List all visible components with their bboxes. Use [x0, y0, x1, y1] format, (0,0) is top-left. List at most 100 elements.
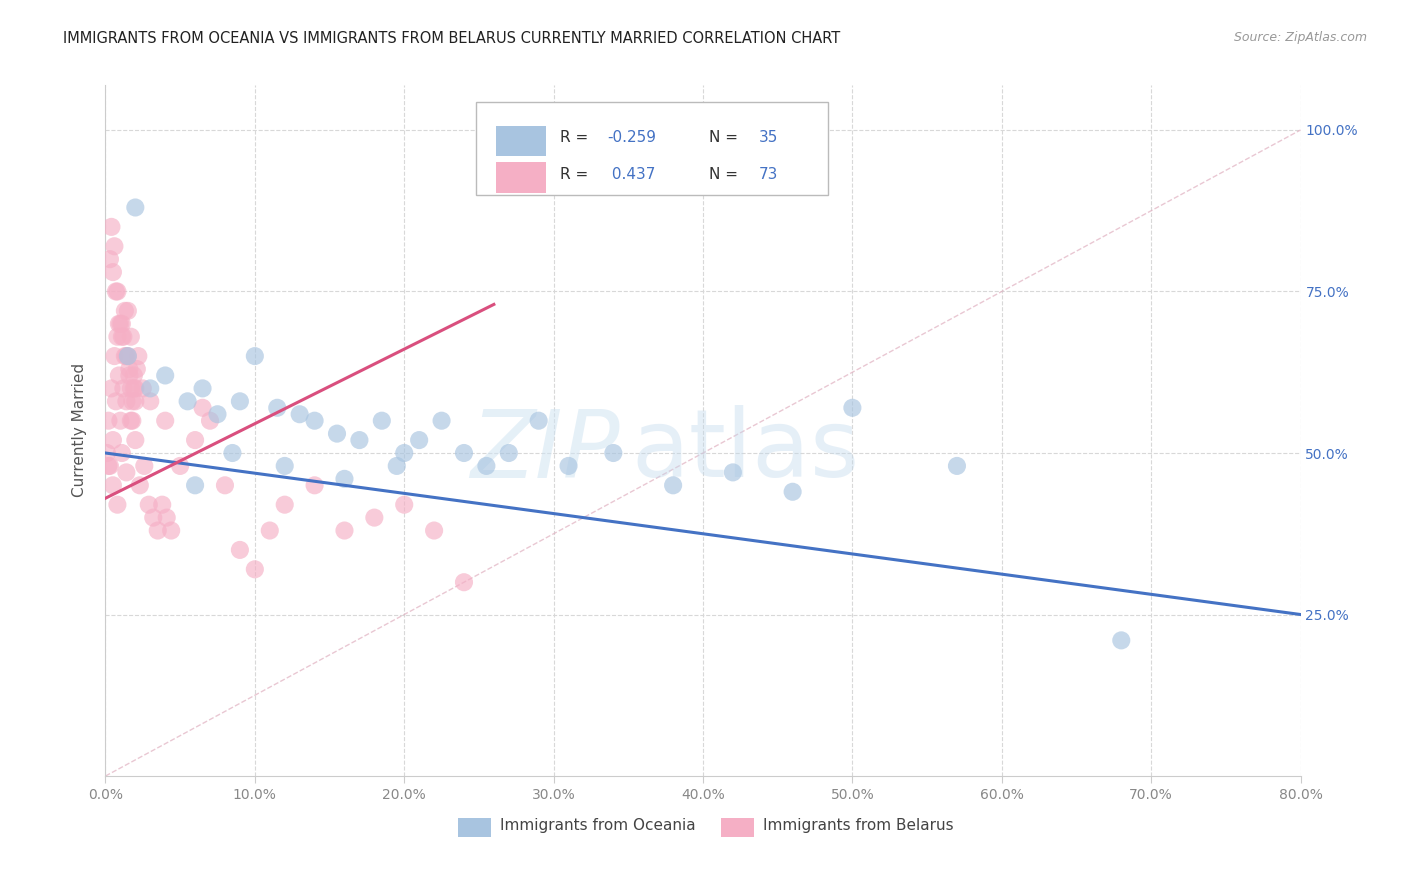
- Point: [117, 304, 139, 318]
- Point: [110, 414, 132, 428]
- FancyBboxPatch shape: [475, 102, 828, 195]
- Point: [122, 368, 145, 383]
- Point: [104, 285, 127, 299]
- Point: [385, 458, 408, 473]
- Y-axis label: Currently Married: Currently Married: [72, 363, 87, 498]
- Point: [103, 349, 125, 363]
- Point: [475, 458, 498, 473]
- Point: [453, 575, 475, 590]
- Bar: [496, 126, 547, 156]
- Point: [107, 498, 129, 512]
- Point: [117, 349, 139, 363]
- Point: [111, 329, 134, 343]
- Point: [176, 394, 198, 409]
- Point: [107, 329, 129, 343]
- Point: [160, 524, 183, 538]
- Point: [153, 368, 177, 383]
- Point: [100, 219, 122, 234]
- Point: [191, 401, 214, 415]
- Point: [115, 349, 138, 363]
- Point: [392, 446, 416, 460]
- Text: -0.259: -0.259: [607, 130, 657, 145]
- Point: [229, 394, 252, 409]
- Point: [111, 446, 134, 460]
- Point: [118, 362, 141, 376]
- Point: [304, 478, 326, 492]
- Point: [104, 394, 127, 409]
- Point: [782, 484, 804, 499]
- Point: [121, 414, 143, 428]
- Text: R =: R =: [560, 130, 588, 145]
- Point: [146, 524, 169, 538]
- Point: [392, 498, 416, 512]
- Point: [430, 414, 453, 428]
- Point: [115, 466, 138, 480]
- Point: [132, 381, 155, 395]
- Point: [117, 349, 139, 363]
- Point: [153, 414, 177, 428]
- Point: [98, 252, 121, 267]
- Point: [721, 466, 744, 480]
- Text: N =: N =: [709, 130, 738, 145]
- Point: [243, 349, 266, 363]
- Point: [118, 368, 141, 383]
- Point: [125, 362, 148, 376]
- Point: [333, 524, 356, 538]
- Point: [115, 394, 138, 409]
- Point: [333, 472, 356, 486]
- Point: [101, 433, 124, 447]
- Point: [198, 414, 221, 428]
- Point: [98, 458, 121, 473]
- Text: atlas: atlas: [631, 405, 859, 497]
- Point: [124, 381, 146, 395]
- Point: [273, 458, 295, 473]
- Point: [112, 329, 135, 343]
- Point: [124, 394, 146, 409]
- Point: [184, 478, 207, 492]
- Point: [662, 478, 685, 492]
- Point: [97, 458, 120, 473]
- Text: 35: 35: [759, 130, 779, 145]
- Point: [214, 478, 236, 492]
- Text: Source: ZipAtlas.com: Source: ZipAtlas.com: [1233, 31, 1367, 45]
- Point: [111, 317, 134, 331]
- Point: [326, 426, 349, 441]
- Point: [138, 498, 160, 512]
- Point: [259, 524, 281, 538]
- Point: [134, 458, 156, 473]
- Point: [1111, 633, 1133, 648]
- Point: [946, 458, 969, 473]
- Point: [184, 433, 207, 447]
- Point: [169, 458, 191, 473]
- Point: [142, 510, 165, 524]
- Point: [108, 317, 131, 331]
- Point: [107, 285, 129, 299]
- Point: [602, 446, 624, 460]
- Point: [408, 433, 430, 447]
- Bar: [458, 817, 492, 837]
- Point: [122, 381, 145, 395]
- Point: [371, 414, 394, 428]
- Text: IMMIGRANTS FROM OCEANIA VS IMMIGRANTS FROM BELARUS CURRENTLY MARRIED CORRELATION: IMMIGRANTS FROM OCEANIA VS IMMIGRANTS FR…: [63, 31, 841, 46]
- Point: [120, 381, 142, 395]
- Point: [124, 433, 146, 447]
- Text: Immigrants from Oceania: Immigrants from Oceania: [501, 818, 696, 833]
- Point: [124, 201, 146, 215]
- Point: [221, 446, 243, 460]
- Point: [120, 329, 142, 343]
- Point: [191, 381, 214, 395]
- Point: [288, 407, 311, 421]
- Point: [150, 498, 173, 512]
- Point: [273, 498, 295, 512]
- Text: R =: R =: [560, 167, 588, 182]
- Point: [96, 446, 118, 460]
- Point: [207, 407, 229, 421]
- Point: [139, 381, 162, 395]
- Text: 73: 73: [759, 167, 779, 182]
- Point: [103, 239, 125, 253]
- Text: Immigrants from Belarus: Immigrants from Belarus: [762, 818, 953, 833]
- Point: [243, 562, 266, 576]
- Point: [349, 433, 371, 447]
- Point: [120, 414, 142, 428]
- Bar: [721, 817, 755, 837]
